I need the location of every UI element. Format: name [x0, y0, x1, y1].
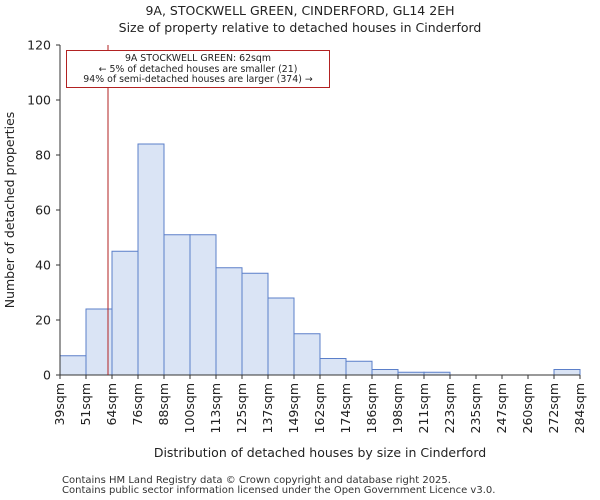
bar-76sqm — [137, 143, 165, 376]
bar-149sqm — [293, 333, 321, 376]
bar-137sqm — [267, 297, 295, 376]
bar-113sqm — [215, 267, 243, 376]
x-tick-label-235sqm: 235sqm — [468, 383, 483, 433]
x-tick-label-223sqm: 223sqm — [442, 383, 457, 433]
bar-88sqm — [163, 234, 191, 376]
x-tick-label-247sqm: 247sqm — [494, 383, 509, 433]
x-tick-label-64sqm: 64sqm — [104, 383, 119, 426]
chart-subtitle: Size of property relative to detached ho… — [118, 20, 482, 35]
x-tick-label-284sqm: 284sqm — [572, 383, 587, 433]
y-tick-label-40: 40 — [35, 258, 51, 273]
x-tick-label-211sqm: 211sqm — [416, 383, 431, 433]
y-tick-label-20: 20 — [35, 313, 51, 328]
x-tick-label-149sqm: 149sqm — [286, 383, 301, 433]
y-tick-label-120: 120 — [27, 38, 51, 53]
bar-174sqm — [345, 360, 373, 376]
y-tick-label-80: 80 — [35, 148, 51, 163]
bar-186sqm — [371, 369, 399, 376]
x-tick-label-100sqm: 100sqm — [182, 383, 197, 433]
bar-125sqm — [241, 272, 269, 376]
x-tick-label-162sqm: 162sqm — [312, 383, 327, 433]
x-tick-label-39sqm: 39sqm — [52, 383, 67, 426]
x-tick-label-88sqm: 88sqm — [156, 383, 171, 426]
y-tick-label-0: 0 — [43, 368, 51, 383]
bar-162sqm — [319, 358, 347, 376]
bar-64sqm — [111, 250, 139, 376]
bar-39sqm — [59, 355, 87, 376]
x-tick-label-174sqm: 174sqm — [338, 383, 353, 433]
x-tick-label-272sqm: 272sqm — [546, 383, 561, 433]
y-tick-label-60: 60 — [35, 203, 51, 218]
x-tick-label-113sqm: 113sqm — [208, 383, 223, 433]
annotation-box: 9A STOCKWELL GREEN: 62sqm ← 5% of detach… — [66, 50, 330, 88]
x-tick-label-198sqm: 198sqm — [390, 383, 405, 433]
footer-line-1: Contains HM Land Registry data © Crown c… — [62, 475, 451, 486]
annotation-line-2: ← 5% of detached houses are smaller (21) — [98, 63, 298, 75]
x-tick-label-186sqm: 186sqm — [364, 383, 379, 433]
annotation-line-3: 94% of semi-detached houses are larger (… — [83, 74, 313, 85]
x-axis-label: Distribution of detached houses by size … — [154, 445, 486, 460]
footer-line-2: Contains public sector information licen… — [62, 485, 496, 496]
x-tick-label-260sqm: 260sqm — [520, 383, 535, 433]
annotation-line-1: 9A STOCKWELL GREEN: 62sqm — [124, 53, 272, 64]
x-tick-label-76sqm: 76sqm — [130, 383, 145, 426]
bar-100sqm — [189, 234, 217, 376]
y-tick-label-100: 100 — [27, 93, 51, 108]
bar-272sqm — [553, 369, 581, 376]
y-axis-label: Number of detached properties — [2, 112, 17, 309]
x-tick-label-125sqm: 125sqm — [234, 383, 249, 433]
x-tick-label-137sqm: 137sqm — [260, 383, 275, 433]
chart-title: 9A, STOCKWELL GREEN, CINDERFORD, GL14 2E… — [145, 3, 455, 18]
x-tick-label-51sqm: 51sqm — [78, 383, 93, 426]
